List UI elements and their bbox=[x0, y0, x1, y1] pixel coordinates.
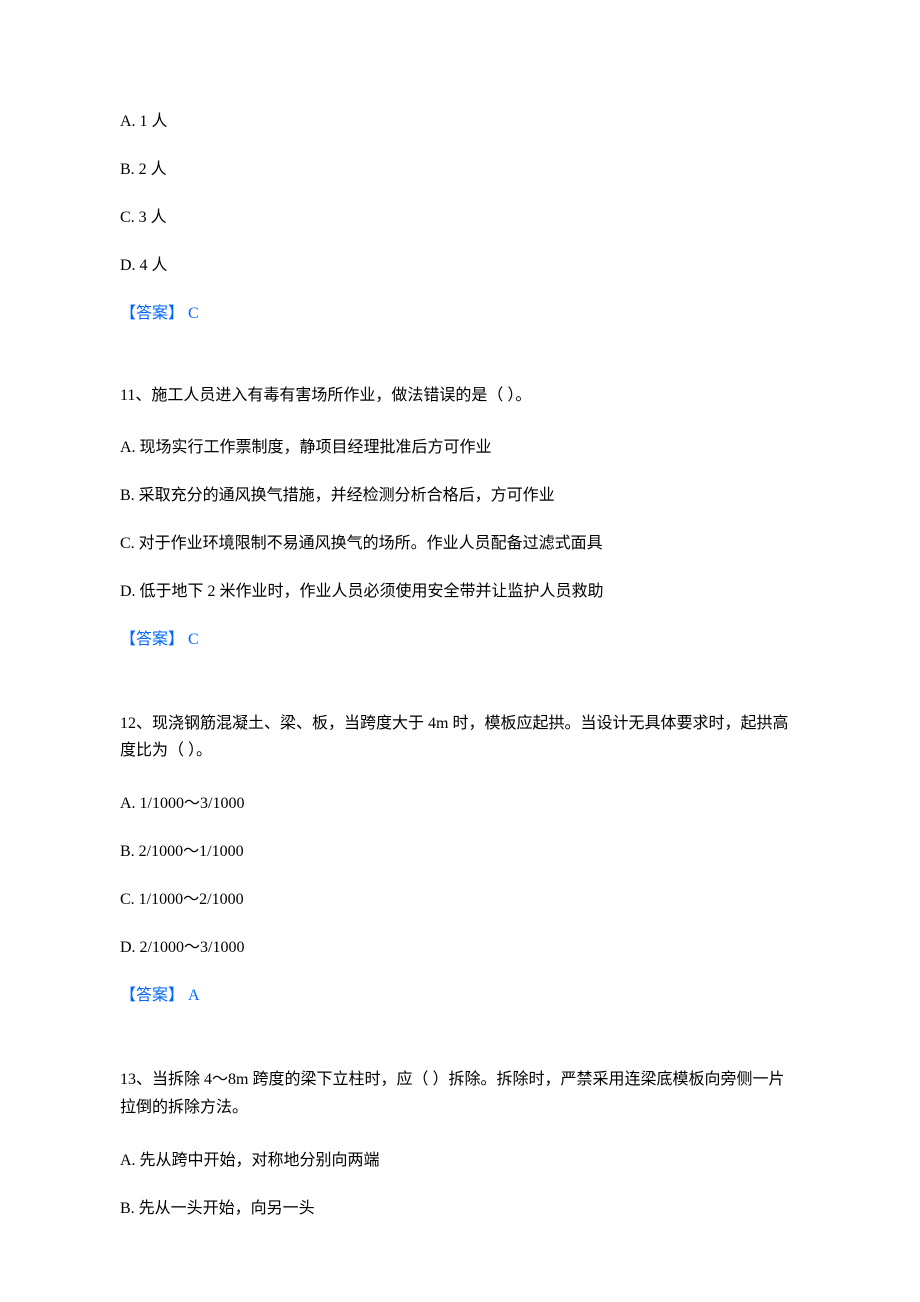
option-c: C. 3 人 bbox=[120, 206, 800, 230]
question-text: 13、当拆除 4～8m 跨度的梁下立柱时，应（ ）拆除。拆除时，严禁采用连梁底模… bbox=[120, 1066, 800, 1120]
option-b: B. 先从一头开始，向另一头 bbox=[120, 1197, 800, 1221]
answer-label: 【答案】 C bbox=[120, 628, 800, 652]
option-c: C. 1/1000～2/1000 bbox=[120, 888, 800, 912]
question-10-partial: A. 1 人 B. 2 人 C. 3 人 D. 4 人 【答案】 C bbox=[120, 110, 800, 326]
question-11: 11、施工人员进入有毒有害场所作业，做法错误的是（ ）。 A. 现场实行工作票制… bbox=[120, 384, 800, 652]
answer-label: 【答案】 A bbox=[120, 984, 800, 1008]
answer-label: 【答案】 C bbox=[120, 302, 800, 326]
option-a: A. 先从跨中开始，对称地分别向两端 bbox=[120, 1149, 800, 1173]
option-a: A. 1 人 bbox=[120, 110, 800, 134]
option-d: D. 2/1000～3/1000 bbox=[120, 936, 800, 960]
option-b: B. 2/1000～1/1000 bbox=[120, 840, 800, 864]
question-text: 11、施工人员进入有毒有害场所作业，做法错误的是（ ）。 bbox=[120, 384, 800, 408]
option-c: C. 对于作业环境限制不易通风换气的场所。作业人员配备过滤式面具 bbox=[120, 532, 800, 556]
option-d: D. 低于地下 2 米作业时，作业人员必须使用安全带并让监护人员救助 bbox=[120, 580, 800, 604]
question-12: 12、现浇钢筋混凝土、梁、板，当跨度大于 4m 时，模板应起拱。当设计无具体要求… bbox=[120, 710, 800, 1008]
option-d: D. 4 人 bbox=[120, 254, 800, 278]
question-13: 13、当拆除 4～8m 跨度的梁下立柱时，应（ ）拆除。拆除时，严禁采用连梁底模… bbox=[120, 1066, 800, 1220]
option-a: A. 现场实行工作票制度，静项目经理批准后方可作业 bbox=[120, 436, 800, 460]
option-b: B. 采取充分的通风换气措施，并经检测分析合格后，方可作业 bbox=[120, 484, 800, 508]
option-a: A. 1/1000～3/1000 bbox=[120, 792, 800, 816]
question-text: 12、现浇钢筋混凝土、梁、板，当跨度大于 4m 时，模板应起拱。当设计无具体要求… bbox=[120, 710, 800, 764]
option-b: B. 2 人 bbox=[120, 158, 800, 182]
